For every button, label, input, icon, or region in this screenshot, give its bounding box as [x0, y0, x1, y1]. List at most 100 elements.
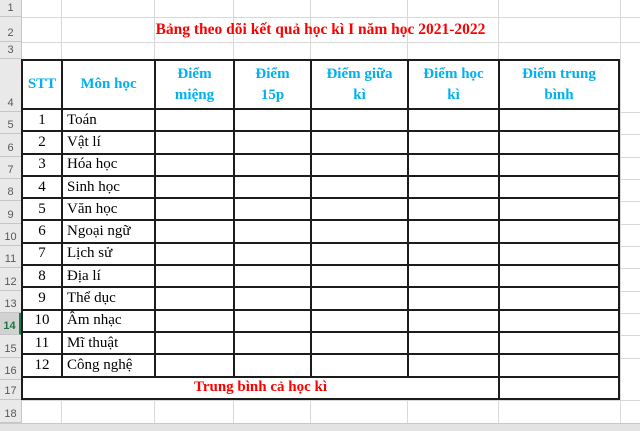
subject-cell[interactable]: Âm nhạc [63, 310, 156, 333]
score-cell[interactable] [156, 132, 235, 155]
score-cell[interactable] [500, 110, 618, 133]
stt-cell[interactable]: 11 [23, 332, 63, 356]
score-cell[interactable] [500, 177, 618, 200]
row-header-12[interactable]: 12 [0, 268, 21, 291]
row-header-4[interactable]: 4 [0, 59, 21, 112]
subject-cell[interactable]: Văn học [63, 199, 156, 222]
score-cell[interactable] [156, 110, 235, 133]
score-cell[interactable] [312, 132, 409, 155]
score-cell[interactable] [235, 221, 312, 244]
column-header-diem-trung-binh[interactable]: Điểm trung bình [500, 61, 618, 110]
score-cell[interactable] [156, 221, 235, 244]
subject-cell[interactable]: Mĩ thuật [63, 332, 156, 356]
score-cell[interactable] [409, 310, 500, 333]
score-cell[interactable] [235, 266, 312, 289]
score-cell[interactable] [235, 243, 312, 267]
subject-cell[interactable]: Lịch sử [63, 243, 156, 267]
stt-cell[interactable]: 5 [23, 199, 63, 222]
score-cell[interactable] [500, 199, 618, 222]
score-cell[interactable] [409, 110, 500, 133]
score-cell[interactable] [500, 155, 618, 177]
score-cell[interactable] [312, 310, 409, 333]
row-header-3[interactable]: 3 [0, 42, 21, 59]
row-header-2[interactable]: 2 [0, 17, 21, 42]
row-header-5[interactable]: 5 [0, 112, 21, 135]
subject-cell[interactable]: Vật lí [63, 132, 156, 155]
score-cell[interactable] [312, 154, 409, 177]
stt-cell[interactable]: 1 [23, 110, 63, 133]
score-cell[interactable] [312, 110, 409, 133]
score-cell[interactable] [409, 332, 500, 356]
column-header-diem-hoc-ki[interactable]: Điểm học kì [409, 61, 500, 110]
score-cell[interactable] [156, 243, 235, 267]
score-cell[interactable] [235, 355, 312, 378]
subject-cell[interactable]: Công nghệ [63, 355, 156, 378]
column-header-stt[interactable]: STT [23, 61, 63, 110]
score-cell[interactable] [409, 176, 500, 200]
column-header-diem-mieng[interactable]: Điểm miệng [156, 61, 235, 110]
row-header-6[interactable]: 6 [0, 134, 21, 157]
row-header-7[interactable]: 7 [0, 157, 21, 179]
score-cell[interactable] [235, 110, 312, 133]
score-cell[interactable] [312, 288, 409, 311]
row-header-10[interactable]: 10 [0, 224, 21, 246]
score-cell[interactable] [156, 266, 235, 289]
column-header-diem-giua-ki[interactable]: Điểm giữa kì [312, 61, 409, 110]
stt-cell[interactable]: 3 [23, 154, 63, 177]
row-header-13[interactable]: 13 [0, 291, 21, 313]
subject-cell[interactable]: Sinh học [63, 176, 156, 200]
score-cell[interactable] [409, 355, 500, 378]
score-cell[interactable] [235, 310, 312, 333]
subject-cell[interactable]: Hóa học [63, 154, 156, 177]
score-cell[interactable] [235, 154, 312, 177]
stt-cell[interactable]: 9 [23, 288, 63, 311]
row-header-17[interactable]: 17 [0, 380, 21, 400]
score-cell[interactable] [409, 154, 500, 177]
score-cell[interactable] [312, 355, 409, 378]
row-header-14-selected[interactable]: 14 [0, 312, 21, 336]
score-cell[interactable] [156, 154, 235, 177]
row-header-18[interactable]: 18 [0, 400, 21, 423]
stt-cell[interactable]: 8 [23, 266, 63, 289]
score-cell[interactable] [312, 221, 409, 244]
score-cell[interactable] [312, 199, 409, 222]
subject-cell[interactable]: Thể dục [63, 288, 156, 311]
score-cell[interactable] [500, 132, 618, 155]
row-header-8[interactable]: 8 [0, 179, 21, 202]
score-cell[interactable] [235, 199, 312, 222]
subject-cell[interactable]: Ngoại ngữ [63, 221, 156, 244]
column-header-diem-15p[interactable]: Điểm 15p [235, 61, 312, 110]
score-cell[interactable] [409, 221, 500, 244]
stt-cell[interactable]: 2 [23, 132, 63, 155]
footer-merged-cell[interactable]: Trung bình cả học kì [23, 377, 500, 398]
score-cell[interactable] [156, 332, 235, 356]
score-cell[interactable] [409, 266, 500, 289]
row-header-11[interactable]: 11 [0, 246, 21, 269]
score-cell[interactable] [156, 310, 235, 333]
score-cell[interactable] [156, 288, 235, 311]
row-header-16[interactable]: 16 [0, 358, 21, 380]
score-cell[interactable] [235, 332, 312, 356]
score-cell[interactable] [156, 355, 235, 378]
score-cell[interactable] [312, 332, 409, 356]
footer-score-cell[interactable] [500, 378, 618, 398]
row-header-15[interactable]: 15 [0, 335, 21, 358]
score-cell[interactable] [409, 288, 500, 311]
score-cell[interactable] [235, 288, 312, 311]
score-cell[interactable] [312, 243, 409, 267]
subject-cell[interactable]: Toán [63, 110, 156, 133]
stt-cell[interactable]: 7 [23, 243, 63, 267]
stt-cell[interactable]: 12 [23, 355, 63, 378]
score-cell[interactable] [500, 244, 618, 267]
score-cell[interactable] [409, 243, 500, 267]
score-cell[interactable] [156, 176, 235, 200]
score-cell[interactable] [409, 132, 500, 155]
stt-cell-active-a14[interactable]: 10 [23, 310, 63, 333]
row-header-1[interactable]: 1 [0, 0, 21, 17]
score-cell[interactable] [409, 199, 500, 222]
score-cell[interactable] [500, 311, 618, 333]
score-cell[interactable] [312, 266, 409, 289]
score-cell[interactable] [156, 199, 235, 222]
score-cell[interactable] [312, 176, 409, 200]
sheet-title-cell[interactable]: Bảng theo dõi kết quả học kì I năm học 2… [155, 20, 486, 38]
